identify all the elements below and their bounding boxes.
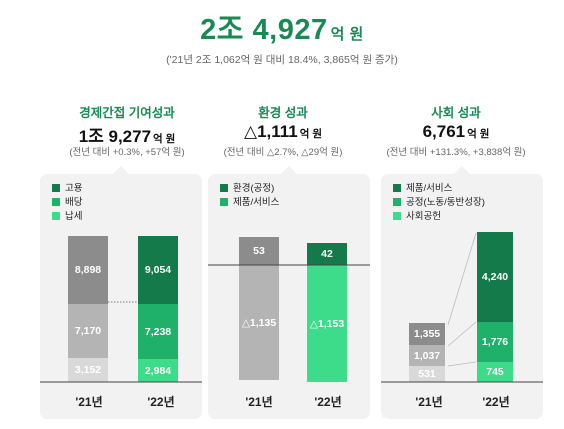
section-sub-environment: (전년 대비 △2.7%, △29억 원) — [223, 147, 343, 158]
total-value-number: 2조 4,927 — [200, 14, 328, 46]
total-subtitle: ('21년 2조 1,062억 원 대비 18.4%, 3,865억 원 증가) — [166, 54, 398, 66]
legend-environment: 환경(공정) 제품/서비스 — [220, 182, 279, 210]
x-tick-environment-2022: '22년 — [314, 395, 342, 409]
bar-environment-1-0: 42 — [307, 242, 347, 265]
legend-swatch — [220, 184, 228, 192]
data-label: 9,054 — [144, 264, 172, 277]
x-tick-economic-2021: '21년 — [75, 395, 103, 409]
legend-item: 제품/서비스 — [220, 196, 279, 210]
legend-item: 환경(공정) — [220, 182, 279, 196]
bar-environment-0-0: 53 — [239, 237, 279, 265]
data-label: 7,170 — [74, 324, 102, 337]
legend-label: 제품/서비스 — [233, 197, 280, 208]
pointer-social — [454, 166, 470, 174]
legend-item: 납세 — [52, 210, 82, 224]
legend-item: 공정(노동/동반성장) — [393, 196, 485, 210]
connector-social-low — [447, 361, 477, 367]
legend-swatch — [393, 184, 401, 192]
legend-swatch — [52, 184, 60, 192]
legend-social: 제품/서비스 공정(노동/동반성장) 사회공헌 — [393, 182, 485, 224]
legend-swatch — [393, 212, 401, 220]
section-value-economic-unit: 억 원 — [153, 133, 176, 145]
bar-economic-0-1: 7,170 — [68, 303, 108, 359]
legend-label: 공정(노동/동반성장) — [406, 197, 485, 208]
section-value-economic: 1조 9,277 억 원 — [42, 122, 212, 147]
section-value-social-unit: 억 원 — [467, 128, 490, 140]
connector-social-mid — [447, 321, 477, 347]
data-label: 2,984 — [144, 364, 172, 377]
data-label: △1,135 — [241, 316, 277, 329]
legend-label: 사회공헌 — [406, 211, 441, 222]
pointer-economic — [113, 166, 129, 174]
data-label: △1,153 — [309, 317, 345, 330]
legend-label: 제품/서비스 — [406, 183, 453, 194]
total-value: 2조 4,927 억 원 — [0, 6, 564, 48]
pointer-environment — [281, 166, 297, 174]
connector-social-top — [447, 232, 477, 326]
legend-swatch — [52, 198, 60, 206]
section-title-economic: 경제간접 기여성과 — [79, 106, 175, 120]
bar-social-1-1: 1,776 — [477, 322, 513, 362]
data-label: 531 — [418, 368, 436, 380]
data-label: 1,037 — [413, 349, 441, 362]
data-label: 745 — [486, 366, 504, 378]
legend-item: 고용 — [52, 182, 82, 196]
bar-economic-0-2: 8,898 — [68, 236, 108, 304]
section-title-social: 사회 성과 — [431, 106, 481, 120]
x-tick-economic-2022: '22년 — [147, 395, 175, 409]
legend-label: 납세 — [65, 211, 83, 222]
section-value-social: 6,761 억 원 — [371, 122, 541, 142]
data-label: 1,355 — [413, 328, 441, 340]
section-title-environment: 환경 성과 — [258, 106, 308, 120]
bar-economic-1-2: 9,054 — [138, 235, 178, 305]
legend-swatch — [220, 198, 228, 206]
bar-environment-0-1: △1,135 — [239, 265, 279, 381]
bar-social-0-0: 531 — [409, 366, 445, 382]
bar-social-0-1: 1,037 — [409, 345, 445, 366]
data-label: 1,776 — [481, 336, 509, 348]
legend-swatch — [393, 198, 401, 206]
section-value-social-number: 6,761 — [422, 122, 466, 141]
legend-label: 환경(공정) — [233, 183, 275, 194]
legend-economic: 고용 배당 납세 — [52, 182, 82, 224]
legend-label: 배당 — [65, 197, 83, 208]
bar-economic-1-1: 7,238 — [138, 304, 178, 360]
data-label: 42 — [321, 247, 333, 260]
bar-social-1-2: 4,240 — [477, 232, 513, 322]
data-label: 8,898 — [74, 263, 102, 276]
x-tick-social-2022: '22년 — [482, 395, 510, 409]
data-label: 7,238 — [144, 325, 172, 338]
bar-economic-1-0: 2,984 — [138, 359, 178, 382]
panel-social — [381, 174, 543, 419]
legend-swatch — [52, 212, 60, 220]
bar-social-1-0: 745 — [477, 362, 513, 382]
section-sub-social: (전년 대비 +131.3%, +3,838억 원) — [386, 147, 526, 158]
bar-environment-1-1: △1,153 — [307, 265, 347, 382]
section-sub-economic: (전년 대비 +0.3%, +57억 원) — [69, 147, 185, 158]
total-value-unit: 억 원 — [330, 26, 364, 43]
data-label: 53 — [253, 245, 265, 257]
section-value-environment: △1,111 억 원 — [198, 122, 368, 142]
bar-social-0-2: 1,355 — [409, 323, 445, 345]
section-value-environment-number: △1,111 — [244, 122, 298, 141]
legend-item: 제품/서비스 — [393, 182, 485, 196]
section-value-environment-unit: 억 원 — [299, 128, 322, 140]
x-tick-social-2021: '21년 — [415, 395, 443, 409]
legend-item: 배당 — [52, 196, 82, 210]
x-tick-environment-2021: '21년 — [245, 395, 273, 409]
bar-economic-0-0: 3,152 — [68, 358, 108, 382]
legend-item: 사회공헌 — [393, 210, 485, 224]
data-label: 3,152 — [74, 364, 102, 377]
section-value-economic-number: 1조 9,277 — [78, 127, 152, 146]
data-label: 4,240 — [481, 271, 509, 283]
legend-label: 고용 — [65, 183, 83, 194]
